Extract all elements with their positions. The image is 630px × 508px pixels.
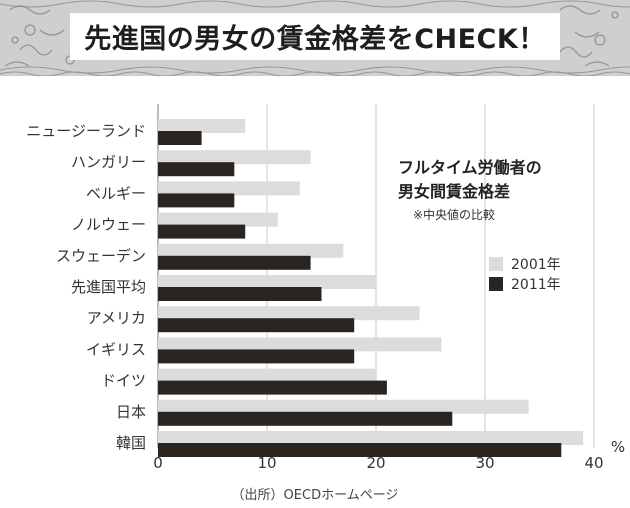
- x-tick-label-20: 20: [366, 454, 385, 472]
- legend-label-2001: 2001年: [511, 257, 561, 273]
- bar-2001-10: [158, 431, 584, 445]
- category-label-4: スウェーデン: [56, 247, 146, 265]
- bar-2001-9: [158, 399, 529, 414]
- bar-2011-1: [158, 162, 235, 177]
- banner-title-box: 先進国の男女の賃金格差をCHECK！: [0, 11, 630, 61]
- bar-2001-2: [158, 181, 300, 196]
- legend-item-2011: 2011年: [489, 274, 561, 294]
- x-tick-label-10: 10: [257, 454, 276, 472]
- bar-2001-4: [158, 243, 344, 258]
- bar-2001-7: [158, 337, 442, 352]
- bar-2011-7: [158, 349, 355, 364]
- legend-label-2011: 2011年: [511, 277, 561, 293]
- bar-2001-0: [158, 119, 246, 133]
- bar-2001-6: [158, 306, 420, 321]
- chart-note: ※中央値の比較: [413, 208, 496, 222]
- bar-2011-6: [158, 318, 355, 333]
- category-label-7: イギリス: [86, 340, 146, 358]
- bar-chart: ニュージーランドハンガリーベルギーノルウェースウェーデン先進国平均アメリカイギリ…: [26, 104, 625, 472]
- bar-2011-4: [158, 255, 311, 270]
- chart-title: フルタイム労働者の 男女間賃金格差: [398, 156, 542, 204]
- legend-item-2001: 2001年: [489, 254, 561, 274]
- page-title: 先進国の男女の賃金格差をCHECK！: [70, 12, 560, 60]
- legend-swatch-2001: [489, 257, 503, 271]
- legend-swatch-2011: [489, 277, 503, 291]
- bar-2011-5: [158, 287, 322, 301]
- category-label-1: ハンガリー: [71, 153, 146, 171]
- x-tick-label-40: 40: [584, 454, 603, 472]
- bar-2001-5: [158, 275, 376, 289]
- x-axis: 0 10 20 30 40%: [153, 438, 625, 472]
- category-label-6: アメリカ: [87, 309, 146, 327]
- bar-2001-1: [158, 150, 311, 165]
- category-label-5: 先進国平均: [71, 278, 146, 296]
- banner-floral-pattern: [0, 0, 630, 76]
- bar-2011-8: [158, 380, 387, 395]
- category-label-2: ベルギー: [86, 184, 146, 202]
- bar-2011-0: [158, 131, 202, 145]
- bar-2001-8: [158, 368, 376, 383]
- chart-title-line1: フルタイム労働者の: [398, 158, 542, 177]
- bar-2011-9: [158, 411, 453, 426]
- category-labels: ニュージーランドハンガリーベルギーノルウェースウェーデン先進国平均アメリカイギリ…: [26, 122, 146, 452]
- bars: [158, 119, 584, 457]
- x-tick-label-30: 30: [475, 454, 494, 472]
- bar-2001-3: [158, 212, 278, 227]
- category-label-8: ドイツ: [101, 372, 146, 390]
- x-axis-unit: %: [611, 438, 625, 456]
- category-label-3: ノルウェー: [71, 216, 146, 234]
- bar-2011-10: [158, 443, 562, 457]
- chart-title-line2: 男女間賃金格差: [398, 182, 511, 201]
- title-banner: 先進国の男女の賃金格差をCHECK！: [0, 0, 630, 76]
- category-label-10: 韓国: [116, 434, 146, 452]
- x-tick-label-0: 0: [153, 454, 163, 472]
- category-label-0: ニュージーランド: [26, 122, 146, 140]
- bar-2011-3: [158, 224, 246, 239]
- source-note: （出所）OECDホームページ: [231, 488, 399, 503]
- category-label-9: 日本: [116, 403, 146, 421]
- bar-2011-2: [158, 193, 235, 208]
